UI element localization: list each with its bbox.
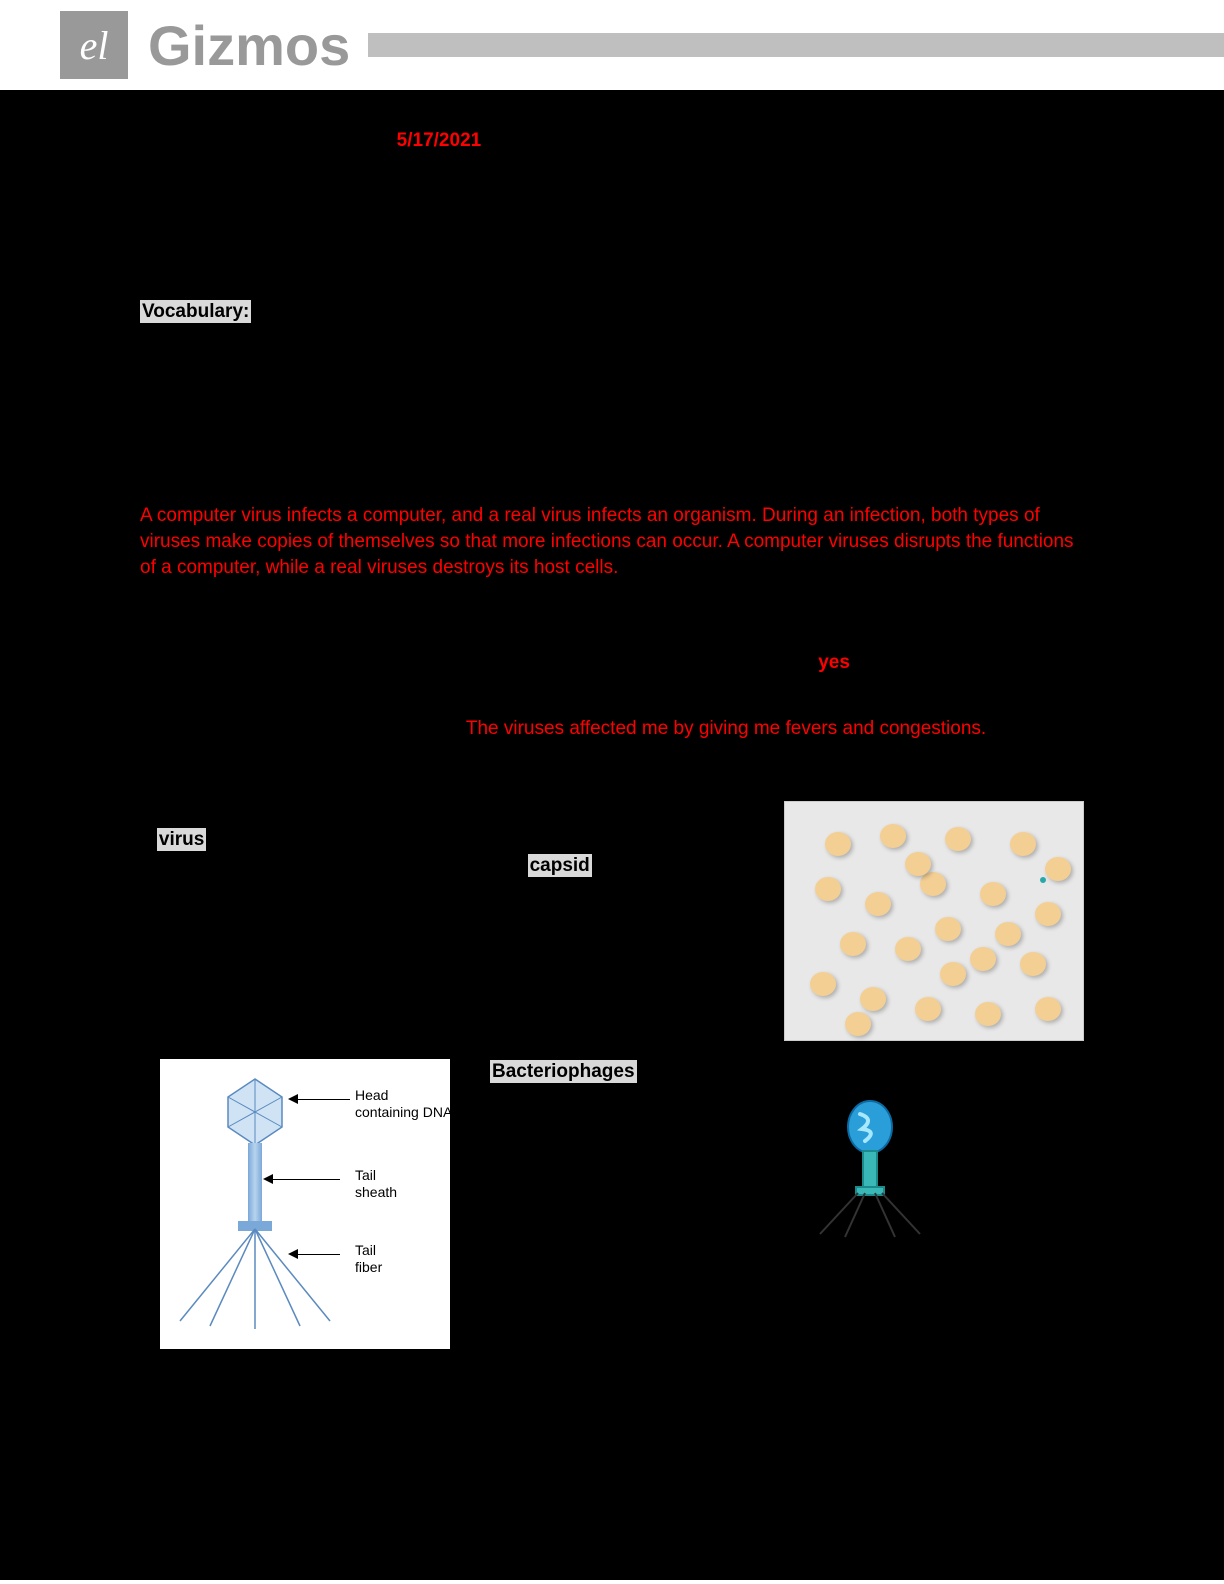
date-value: 5/17/2021 (397, 130, 482, 151)
cell-dot (945, 827, 971, 851)
cell-dot (970, 947, 996, 971)
tiny-virus-icon (1040, 877, 1046, 883)
arrow-fiber-line (295, 1254, 340, 1255)
cell-dot (1035, 902, 1061, 926)
bacteriophage-illustration (800, 1099, 930, 1239)
cell-dot (920, 872, 946, 896)
q2-body: Have you ever been infected with a virus… (174, 650, 1084, 676)
name-label: Name: (140, 130, 196, 151)
gizmo-warmup-section: Gizmo Warm-up A virus is a microscopic p… (140, 801, 1084, 1041)
page-title: Student Exploration: Virus Lytic Cycle (140, 202, 1084, 241)
warmup-p1a: A (140, 829, 157, 850)
arrow-sheath-line (270, 1179, 340, 1180)
arrow-fiber-tip (288, 1249, 298, 1259)
cells-illustration (784, 801, 1084, 1041)
warmup-q1-num: 1. (140, 948, 174, 999)
arrow-head-tip (288, 1094, 298, 1104)
phage-head-icon (220, 1077, 290, 1147)
q3-answer: The viruses affected me by giving me fev… (466, 718, 986, 739)
label-tail-sheath: Tail sheath (355, 1167, 397, 1201)
phage-fibers-icon (170, 1221, 340, 1331)
term-capsid: capsid (528, 854, 592, 877)
cell-dot (825, 832, 851, 856)
cell-dot (840, 932, 866, 956)
warmup-q1: 1. Viruses are extremely small. A typica… (140, 948, 744, 999)
vocabulary-terms: bacteriophage, capsid, host cell, lyse, … (251, 301, 709, 322)
logo-glyph-icon: el (80, 22, 109, 69)
cell-dot (895, 937, 921, 961)
pk-heading-bold: Prior Knowledge Questions (140, 378, 394, 399)
cell-dot (980, 882, 1006, 906)
q3-number: 3. (140, 716, 174, 742)
lower-row: Head containing DNA Tail sheath Tail fib… (140, 1059, 1084, 1349)
cell-dot (865, 892, 891, 916)
q3-text: If so, how did the virus affect you? (174, 718, 466, 739)
vocabulary-label: Vocabulary: (140, 300, 251, 323)
meta-row: Name: Date: 5/17/2021 (140, 130, 1084, 152)
cell-dot (860, 987, 886, 1011)
label-tail-fiber: Tail fiber (355, 1242, 382, 1276)
q1-answer: A computer virus infects a computer, and… (140, 503, 1084, 580)
pk-heading-rest: (Do these BEFORE using the Gizmo.) (394, 378, 714, 399)
phage-tail-sheath (248, 1143, 262, 1223)
question-1: 1. A computer virus is a program that ca… (140, 428, 1084, 479)
arrow-head-line (295, 1099, 350, 1100)
bacteriophage-text: Bacteriophages are viruses that infect b… (490, 1059, 690, 1136)
prior-knowledge-heading: Prior Knowledge Questions (Do these BEFO… (140, 378, 1084, 400)
brand-logo: el (60, 11, 128, 79)
q1-text: A computer virus is a program that can c… (174, 428, 1084, 479)
q2-text: Have you ever been infected with a virus… (174, 652, 818, 673)
warmup-paragraph: A virus is a microscopic particle that c… (140, 827, 744, 930)
warmup-heading: Gizmo Warm-up (140, 801, 744, 823)
label-head: Head containing DNA (355, 1087, 452, 1121)
cell-dot (1010, 832, 1036, 856)
name-field: Name: (140, 130, 196, 152)
q1-number: 1. (140, 428, 174, 479)
q3-body: If so, how did the virus affect you? The… (174, 716, 1084, 742)
q2-answer: yes (818, 652, 850, 673)
cell-dot (815, 877, 841, 901)
term-bacteriophages: Bacteriophages (490, 1060, 637, 1083)
brand-name: Gizmos (148, 13, 350, 78)
bacteriophage-diagram: Head containing DNA Tail sheath Tail fib… (160, 1059, 450, 1349)
warmup-q1-text: Viruses are extremely small. A typical v… (174, 948, 744, 999)
date-label: Date: (346, 130, 391, 151)
date-field: Date: 5/17/2021 (346, 130, 481, 152)
warmup-left-column: Gizmo Warm-up A virus is a microscopic p… (140, 801, 744, 1041)
question-2: 2. Have you ever been infected with a vi… (140, 650, 1084, 676)
cell-dot (880, 824, 906, 848)
cell-dot (1020, 952, 1046, 976)
vocabulary-line: Vocabulary: bacteriophage, capsid, host … (140, 301, 1084, 323)
cell-dot (1035, 997, 1061, 1021)
cell-dot (845, 1012, 871, 1036)
cell-dot (935, 917, 961, 941)
cell-dot (995, 922, 1021, 946)
header-stripe (368, 33, 1224, 57)
phage-cartoon-icon (800, 1099, 930, 1239)
cell-dot (915, 997, 941, 1021)
question-3: 3. If so, how did the virus affect you? … (140, 716, 1084, 742)
cell-dot (1045, 857, 1071, 881)
document-page: Name: Date: 5/17/2021 Student Exploratio… (0, 90, 1224, 1580)
cell-dot (975, 1002, 1001, 1026)
term-virus: virus (157, 828, 206, 851)
header-bar: el Gizmos (0, 0, 1224, 90)
arrow-sheath-tip (263, 1174, 273, 1184)
cell-dot (940, 962, 966, 986)
cell-dot (810, 972, 836, 996)
q2-number: 2. (140, 650, 174, 676)
